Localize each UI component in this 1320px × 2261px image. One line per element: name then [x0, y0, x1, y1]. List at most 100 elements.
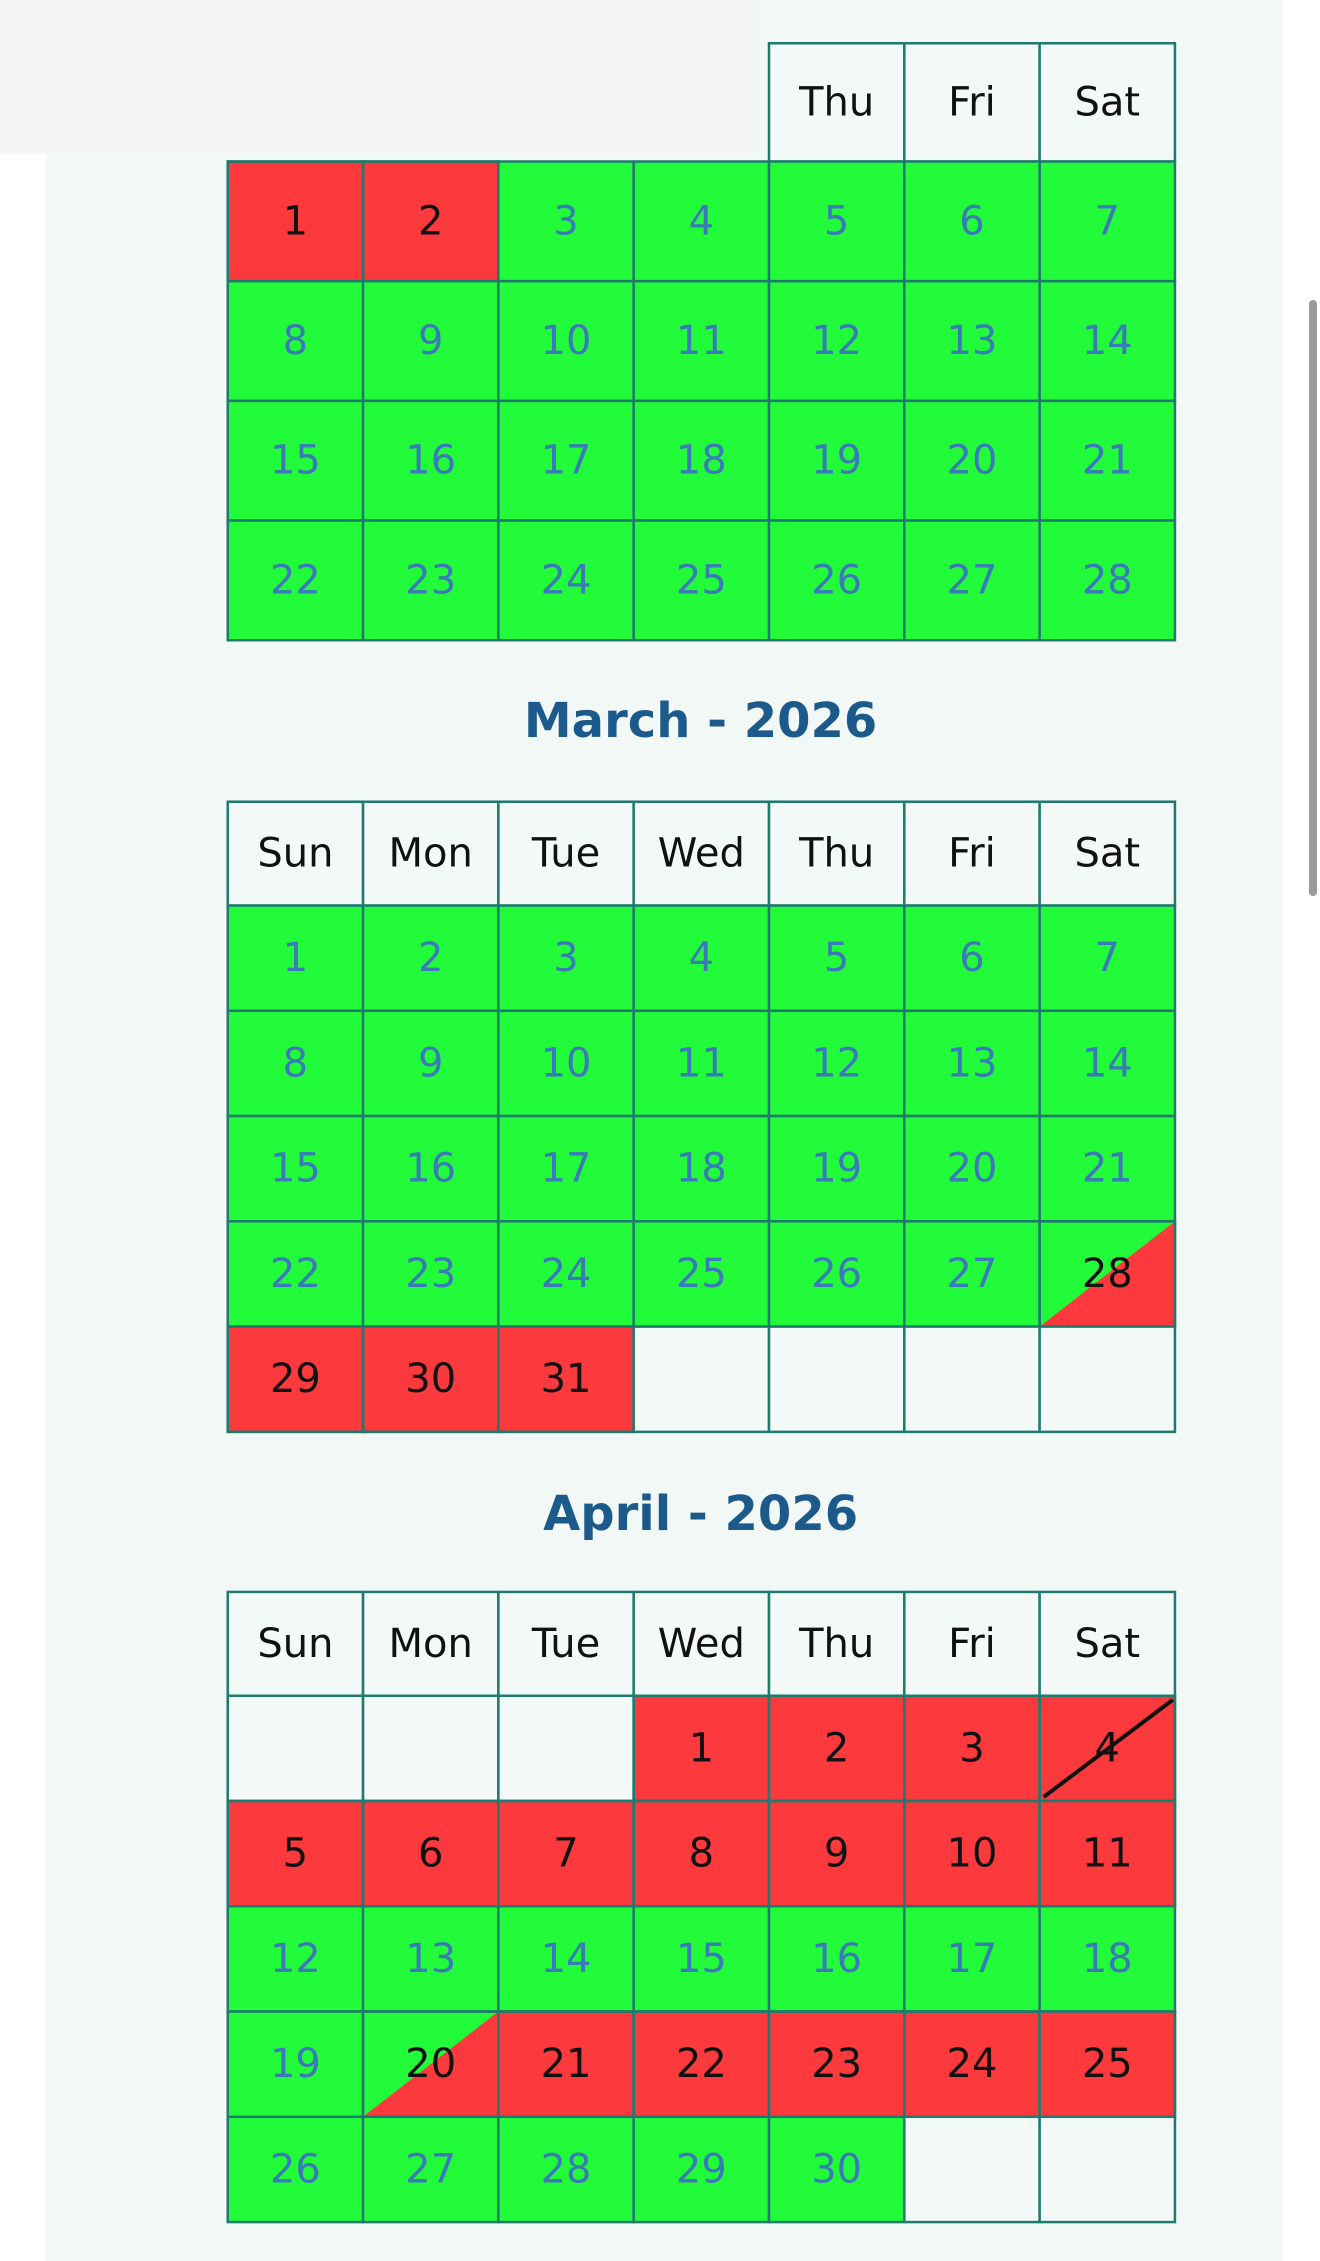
- day-cell: [767, 519, 906, 642]
- empty-cell: [1038, 1325, 1177, 1434]
- day-number: 21: [1082, 438, 1133, 484]
- day-cell: [767, 1220, 906, 1328]
- day-number: 7: [1095, 198, 1120, 244]
- day-number: 31: [541, 1356, 592, 1402]
- checkin-half: [1039, 1221, 1175, 1327]
- day-cell: [1038, 279, 1177, 403]
- day-number: 19: [811, 438, 862, 484]
- day-number: 5: [824, 198, 849, 244]
- day-cell: [767, 1114, 906, 1223]
- day-number: 18: [676, 438, 727, 484]
- day-number: 17: [541, 1146, 592, 1192]
- day-number: 12: [811, 318, 862, 364]
- weekday-label: Fri: [948, 79, 996, 125]
- day-number: 13: [947, 1040, 998, 1086]
- day-number: 29: [676, 2146, 727, 2192]
- day-number: 15: [676, 1936, 727, 1982]
- day-number: 22: [270, 557, 321, 603]
- day-number: 14: [1082, 318, 1133, 364]
- empty-cell: [903, 1325, 1041, 1434]
- day-number: 17: [947, 1936, 998, 1982]
- weekday-cell: [1038, 800, 1177, 907]
- day-number: 5: [824, 935, 849, 981]
- day-number: 1: [689, 1725, 714, 1771]
- day-cell: [903, 1220, 1041, 1328]
- day-number: 2: [418, 198, 443, 244]
- day-number: 26: [270, 2146, 321, 2192]
- day-cell: [226, 1905, 365, 2013]
- weekday-label: Sat: [1074, 831, 1140, 877]
- day-number: 20: [405, 2041, 456, 2087]
- day-cell: [361, 1799, 500, 1908]
- day-number: 28: [541, 2146, 592, 2192]
- weekday-label: Sun: [257, 1621, 333, 1667]
- day-number: 16: [405, 438, 456, 484]
- weekday-label: Thu: [798, 79, 874, 125]
- empty-cell: [1038, 2115, 1177, 2224]
- day-number: 6: [959, 198, 984, 244]
- weekday-cell: [497, 800, 635, 907]
- day-cell: [497, 279, 635, 403]
- day-number: 30: [811, 2146, 862, 2192]
- day-number: 22: [270, 1251, 321, 1297]
- day-number: 3: [553, 198, 578, 244]
- day-cell: [497, 399, 635, 522]
- day-cell: [361, 1114, 500, 1223]
- day-cell: [767, 1009, 906, 1118]
- day-number: 9: [418, 318, 443, 364]
- day-cell: [226, 904, 365, 1013]
- month-title: March - 2026: [524, 693, 877, 749]
- day-number: 15: [270, 1146, 321, 1192]
- day-number: 11: [676, 318, 727, 364]
- day-cell: [903, 2010, 1041, 2119]
- day-cell: [361, 399, 500, 522]
- day-cell: [226, 519, 365, 642]
- day-cell: [632, 1694, 771, 1803]
- day-number: 27: [947, 1251, 998, 1297]
- day-number: 8: [283, 1040, 308, 1086]
- day-cell: [361, 2115, 500, 2224]
- weekday-label: Thu: [798, 831, 874, 877]
- day-cell: [497, 519, 635, 642]
- day-cell: [226, 279, 365, 403]
- day-number: 10: [541, 318, 592, 364]
- day-number: 4: [689, 198, 714, 244]
- weekday-label: Tue: [531, 1621, 600, 1667]
- day-number: 4: [1095, 1725, 1120, 1771]
- weekday-cell: [1038, 1590, 1177, 1698]
- empty-cell: [903, 2115, 1041, 2224]
- empty-cell: [226, 1694, 365, 1803]
- day-number: 29: [270, 1356, 321, 1402]
- day-cell: [632, 399, 771, 522]
- day-number: 30: [405, 1356, 456, 1402]
- day-number: 18: [1082, 1936, 1133, 1982]
- day-cell: [1038, 904, 1177, 1013]
- empty-cell: [361, 1694, 500, 1803]
- empty-cell: [767, 1325, 906, 1434]
- day-cell: [1038, 160, 1177, 283]
- day-cell: [361, 1325, 500, 1434]
- day-number: 19: [811, 1146, 862, 1192]
- day-cell: [226, 1799, 365, 1908]
- day-number: 8: [689, 1831, 714, 1877]
- day-number: 8: [283, 318, 308, 364]
- day-number: 27: [405, 2146, 456, 2192]
- day-number: 9: [418, 1040, 443, 1086]
- day-cell: [903, 1799, 1041, 1908]
- day-cell: [226, 1114, 365, 1223]
- day-cell: [361, 519, 500, 642]
- day-number: 10: [541, 1040, 592, 1086]
- checkout-half: [1039, 2011, 1175, 2117]
- day-cell: [632, 1220, 771, 1328]
- day-cell: [632, 519, 771, 642]
- day-number: 24: [947, 2041, 998, 2087]
- day-cell: [361, 904, 500, 1013]
- day-cell: [361, 1009, 500, 1118]
- day-number: 25: [1082, 2041, 1133, 2087]
- day-number: 9: [824, 1831, 849, 1877]
- day-number: 11: [1082, 1831, 1133, 1877]
- day-number: 6: [418, 1831, 443, 1877]
- day-number: 21: [541, 2041, 592, 2087]
